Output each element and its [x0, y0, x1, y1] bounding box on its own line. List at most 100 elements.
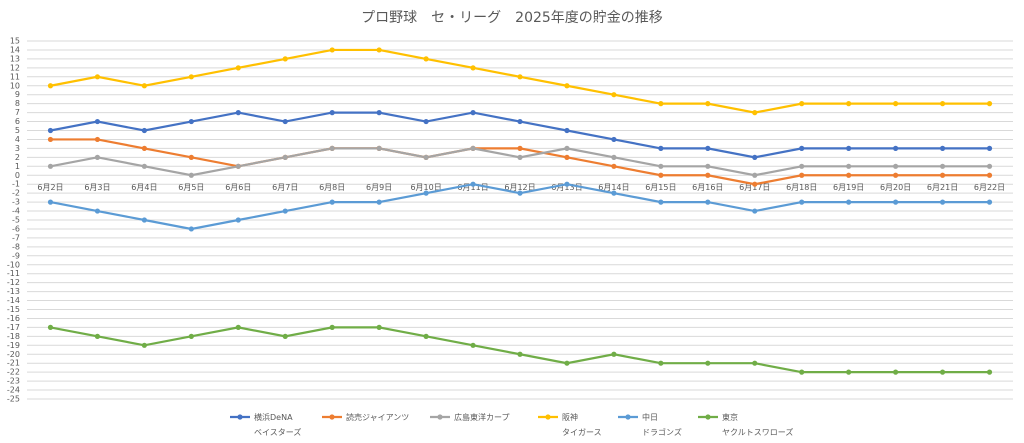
x-tick-label: 6月19日 [833, 183, 864, 192]
y-tick-label: 14 [10, 45, 20, 54]
y-tick-label: -12 [7, 278, 20, 287]
data-point [846, 163, 852, 169]
data-point [705, 101, 711, 107]
y-tick-label: 5 [15, 126, 20, 135]
y-tick-label: 13 [10, 54, 20, 63]
data-point [658, 172, 664, 178]
data-point [611, 163, 617, 169]
data-point [470, 342, 476, 348]
data-point [799, 163, 805, 169]
data-point [939, 369, 946, 375]
y-tick-label: -8 [12, 242, 20, 251]
data-point [658, 163, 664, 169]
x-tick-label: 6月22日 [974, 183, 1005, 192]
x-tick-label: 6月9日 [366, 183, 392, 192]
data-point [611, 92, 617, 98]
data-point [376, 324, 382, 330]
y-tick-label: -7 [12, 233, 20, 242]
data-point [705, 199, 711, 205]
data-point [94, 208, 101, 214]
data-point [799, 145, 805, 151]
data-point [188, 333, 194, 339]
data-point [846, 369, 852, 375]
data-point [939, 163, 946, 169]
data-point [939, 145, 946, 151]
data-point [705, 145, 711, 151]
data-point [564, 154, 570, 160]
data-point [329, 145, 335, 151]
data-point [799, 369, 805, 375]
y-tick-label: 4 [15, 135, 20, 144]
y-tick-label: 15 [10, 37, 20, 46]
data-point [470, 145, 476, 151]
y-tick-label: -21 [7, 359, 20, 368]
data-point [893, 172, 899, 178]
data-point [470, 110, 476, 116]
data-point [376, 199, 382, 205]
y-tick-label: -9 [12, 251, 20, 260]
y-tick-label: -25 [7, 395, 20, 404]
data-point [188, 226, 194, 232]
data-point [517, 154, 523, 160]
data-point [939, 199, 946, 205]
data-point [611, 136, 617, 143]
data-point [47, 163, 54, 169]
data-point [376, 47, 382, 53]
data-point [94, 136, 101, 143]
data-point [141, 127, 147, 134]
data-point [705, 163, 711, 169]
data-point [235, 324, 241, 330]
x-tick-label: 6月7日 [272, 183, 298, 192]
x-tick-label: 6月17日 [739, 183, 770, 192]
y-tick-label: 1 [15, 162, 20, 171]
data-point [423, 190, 429, 196]
data-point [188, 74, 194, 80]
data-point [846, 101, 852, 107]
y-tick-label: -1 [12, 180, 20, 189]
y-tick-label: -19 [7, 341, 20, 350]
legend-marker [329, 414, 335, 420]
data-point [188, 154, 194, 160]
data-point [282, 208, 288, 214]
x-tick-label: 6月5日 [178, 183, 204, 192]
y-tick-label: -11 [7, 269, 20, 278]
y-tick-label: -13 [7, 287, 20, 296]
y-tick-label: 12 [10, 63, 20, 72]
y-tick-label: 11 [10, 72, 20, 81]
data-point [329, 47, 335, 53]
data-point [94, 118, 101, 125]
data-point [986, 101, 993, 107]
data-point [986, 172, 993, 178]
data-point [611, 190, 617, 196]
data-point [94, 74, 101, 80]
data-point [752, 172, 758, 178]
data-point [94, 333, 101, 339]
legend-marker [545, 414, 551, 420]
y-tick-label: 8 [15, 99, 20, 108]
data-point [235, 163, 241, 169]
y-tick-label: 0 [15, 171, 20, 180]
y-tick-label: -4 [12, 207, 20, 216]
y-tick-label: -22 [7, 368, 20, 377]
data-point [376, 145, 382, 151]
legend-label: 広島東洋カープ [454, 412, 510, 422]
legend-label: 横浜DeNA ベイスターズ [254, 412, 301, 437]
legend-marker [625, 414, 631, 420]
y-tick-label: -23 [7, 377, 20, 386]
data-point [470, 65, 476, 71]
y-tick-label: 10 [10, 81, 20, 90]
data-point [752, 181, 758, 187]
x-tick-label: 6月4日 [131, 183, 157, 192]
x-tick-label: 6月6日 [225, 183, 251, 192]
data-point [517, 351, 523, 357]
x-tick-label: 6月3日 [84, 183, 110, 192]
data-point [752, 208, 758, 214]
data-point [752, 110, 758, 116]
y-tick-label: 7 [15, 108, 20, 117]
series-line [50, 147, 990, 177]
y-tick-label: -2 [12, 189, 20, 198]
data-point [94, 154, 101, 160]
legend-label: 東京ヤクルトスワローズ [722, 412, 793, 437]
y-tick-label: 3 [15, 144, 20, 153]
